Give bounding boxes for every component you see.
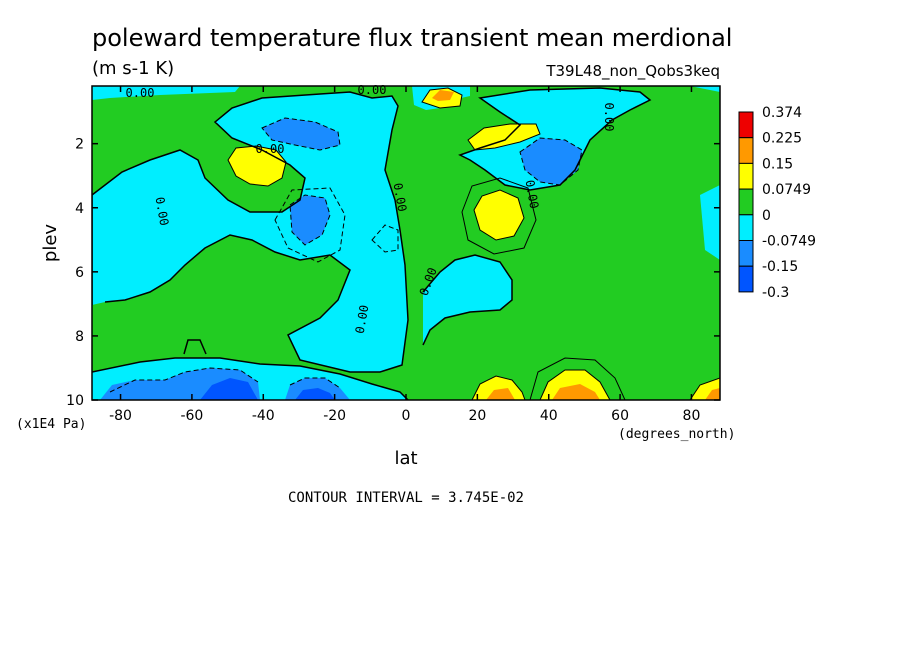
colorbar-swatch xyxy=(738,162,754,190)
positive-core xyxy=(486,388,515,400)
y-tick-label: 8 xyxy=(75,329,84,345)
y-axis-label: plev xyxy=(40,224,61,263)
colorbar-label: -0.15 xyxy=(762,259,798,275)
positive-contours xyxy=(227,87,720,400)
negative-region xyxy=(690,86,720,92)
colorbar-label: 0.225 xyxy=(762,131,802,147)
zero-contours xyxy=(92,87,652,400)
x-axis-label: lat xyxy=(394,448,417,469)
contour-labels: 0.000.000.00 0.000.000.000.000.000.00 xyxy=(126,83,616,335)
x-tick-label: 80 xyxy=(683,408,701,424)
colorbar-label: -0.0749 xyxy=(762,234,816,250)
contour-label: 0.00 xyxy=(256,142,285,156)
positive-region xyxy=(184,340,206,354)
x-axis: -80 -60 -40 -20 0 20 40 60 80 xyxy=(109,86,700,424)
y-tick-label: 4 xyxy=(75,201,84,217)
contour-label: 0.00 xyxy=(523,179,542,210)
colorbar-label: 0.374 xyxy=(762,105,802,121)
negative-core xyxy=(290,195,330,245)
negative-region xyxy=(92,92,408,372)
contour-label: 0.00 xyxy=(391,182,410,213)
contour-label: 0.00 xyxy=(353,304,372,335)
x-tick-label: -40 xyxy=(252,408,275,424)
y-tick-label: 10 xyxy=(66,393,84,409)
x-tick-label: -20 xyxy=(323,408,346,424)
colorbar-swatch xyxy=(738,265,754,293)
colorbar: 0.374 0.225 0.15 0.0749 0 -0.0749 -0.15 -0.3 xyxy=(738,105,816,301)
x-tick-label: -80 xyxy=(109,408,132,424)
colorbar-label: 0.0749 xyxy=(762,182,811,198)
contour-field xyxy=(92,86,720,400)
y-units-label: (x1E4 Pa) xyxy=(16,417,86,432)
colorbar-label: 0 xyxy=(762,208,771,224)
y-axis: 2 4 6 8 10 xyxy=(66,137,720,409)
colorbar-swatch xyxy=(738,111,754,139)
contour-label: 0.00 xyxy=(358,83,387,97)
positive-core xyxy=(468,124,540,150)
colorbar-label: 0.15 xyxy=(762,156,793,172)
negative-core xyxy=(295,388,335,400)
y-tick-label: 6 xyxy=(75,265,84,281)
units-label: (m s-1 K) xyxy=(92,58,174,79)
contour-label: 0.00 xyxy=(126,86,155,100)
positive-core xyxy=(474,190,524,240)
negative-region xyxy=(92,86,240,100)
chart-title: poleward temperature flux transient mean… xyxy=(92,24,732,52)
positive-core xyxy=(472,376,525,400)
negative-region xyxy=(460,88,650,190)
y-tick-label: 2 xyxy=(75,137,84,153)
negative-core xyxy=(520,138,582,185)
x-units-label: (degrees_north) xyxy=(618,427,735,442)
x-tick-label: 20 xyxy=(468,408,486,424)
positive-core xyxy=(552,384,600,400)
colorbar-swatch xyxy=(738,188,754,216)
colorbar-swatch xyxy=(738,214,754,242)
x-tick-label: 60 xyxy=(611,408,629,424)
negative-core xyxy=(200,378,258,400)
positive-core xyxy=(228,146,286,186)
colorbar-swatch xyxy=(738,240,754,267)
contour-interval-note: CONTOUR INTERVAL = 3.745E-02 xyxy=(288,490,524,506)
x-tick-label: 0 xyxy=(402,408,411,424)
contour-label: 0.00 xyxy=(153,196,172,227)
negative-region xyxy=(423,255,512,345)
negative-contours xyxy=(109,117,583,393)
positive-core xyxy=(705,388,720,400)
negative-region xyxy=(700,185,720,260)
colorbar-swatch xyxy=(738,137,754,164)
positive-core xyxy=(432,90,454,101)
x-tick-label: 40 xyxy=(540,408,558,424)
run-label: T39L48_non_Qobs3keq xyxy=(545,62,720,81)
contour-label: 0.00 xyxy=(602,103,616,132)
x-tick-label: -60 xyxy=(180,408,203,424)
colorbar-label: -0.3 xyxy=(762,285,789,301)
